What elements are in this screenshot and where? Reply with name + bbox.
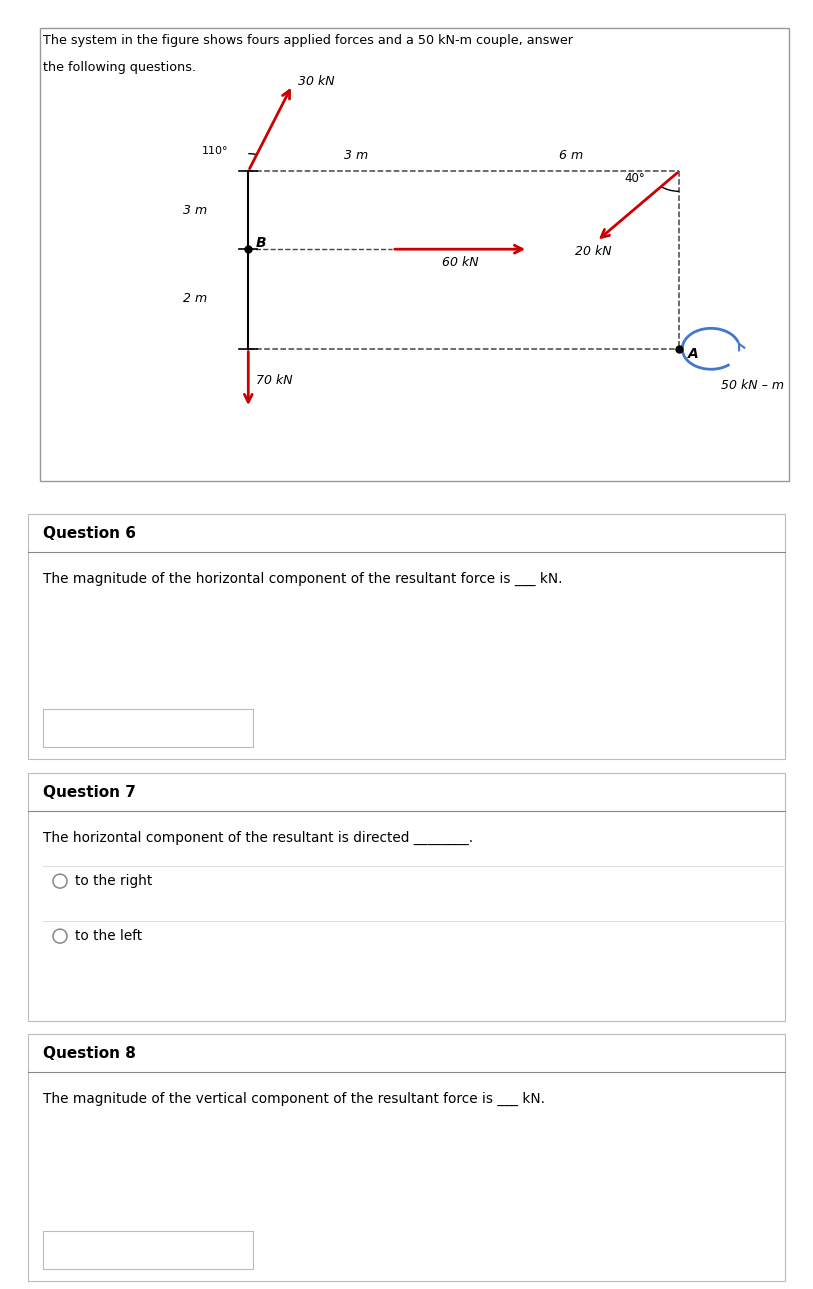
Text: 110°: 110° [202, 146, 228, 156]
Text: 70 kN: 70 kN [256, 374, 293, 387]
Text: B: B [256, 236, 267, 250]
Text: The magnitude of the vertical component of the resultant force is ___ kN.: The magnitude of the vertical component … [43, 1092, 545, 1106]
Text: the following questions.: the following questions. [42, 61, 196, 73]
FancyBboxPatch shape [43, 709, 253, 748]
Text: 3 m: 3 m [183, 204, 207, 217]
FancyBboxPatch shape [41, 28, 789, 481]
Text: Question 8: Question 8 [43, 1045, 136, 1061]
Text: Question 7: Question 7 [43, 785, 136, 799]
Text: 30 kN: 30 kN [298, 75, 335, 88]
Text: 3 m: 3 m [344, 150, 368, 162]
FancyBboxPatch shape [28, 514, 785, 759]
Text: to the left: to the left [75, 929, 142, 944]
FancyBboxPatch shape [43, 1231, 253, 1268]
Text: 6 m: 6 m [559, 150, 584, 162]
Text: 40°: 40° [625, 171, 646, 184]
Text: 20 kN: 20 kN [575, 245, 611, 258]
FancyBboxPatch shape [28, 1034, 785, 1281]
Text: 60 kN: 60 kN [441, 257, 478, 269]
Text: The horizontal component of the resultant is directed ________.: The horizontal component of the resultan… [43, 831, 473, 846]
Text: The system in the figure shows fours applied forces and a 50 kN-m couple, answer: The system in the figure shows fours app… [42, 34, 572, 46]
FancyBboxPatch shape [28, 773, 785, 1021]
Text: 50 kN – m: 50 kN – m [721, 379, 784, 392]
Text: to the right: to the right [75, 874, 152, 888]
Text: The magnitude of the horizontal component of the resultant force is ___ kN.: The magnitude of the horizontal componen… [43, 572, 563, 586]
Text: A: A [689, 348, 699, 361]
Text: 2 m: 2 m [183, 293, 207, 305]
Text: Question 6: Question 6 [43, 526, 136, 541]
